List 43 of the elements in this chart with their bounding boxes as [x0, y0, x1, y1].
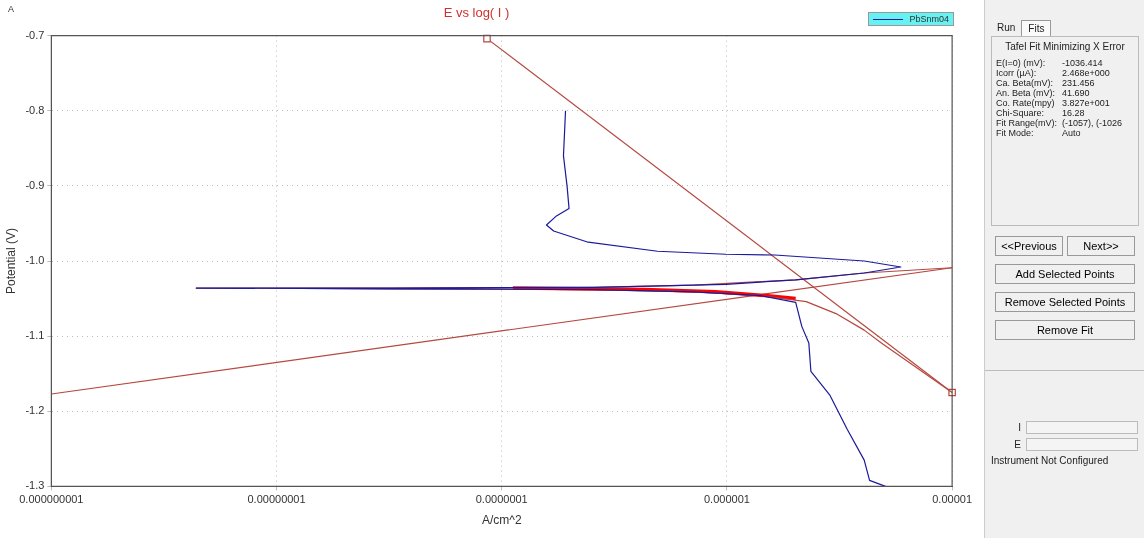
- text: A: [8, 4, 15, 14]
- text: Run: [996, 21, 1017, 35]
- y-tick-label: -0.7: [25, 28, 45, 41]
- text: 231.456: [1062, 78, 1095, 88]
- legend-label: PbSnm04: [909, 14, 949, 24]
- text: 41.690: [1062, 88, 1090, 98]
- text: Next>>: [1067, 236, 1135, 256]
- y-tick-label: -0.8: [25, 103, 45, 116]
- text: Remove Fit: [995, 320, 1135, 340]
- chart-title: E vs log( I ): [443, 5, 510, 21]
- text: Chi-Square:: [996, 108, 1046, 118]
- text: Add Selected Points: [995, 264, 1135, 284]
- text: E: [1013, 439, 1021, 450]
- text: Icorr (µA):: [996, 68, 1038, 78]
- y-tick-label: -0.9: [25, 178, 45, 191]
- text: Tafel Fit Minimizing X Error: [1004, 41, 1126, 52]
- text: An. Beta (mV):: [996, 88, 1057, 98]
- text: Auto: [1062, 128, 1081, 138]
- x-axis-title: A/cm^2: [481, 513, 522, 528]
- text: <<Previous: [995, 236, 1063, 256]
- text: Instrument Not Configured: [991, 455, 1110, 466]
- text: Remove Selected Points: [995, 292, 1135, 312]
- x-tick-label: 0.0000001: [475, 493, 528, 506]
- text: 3.827e+001: [1062, 98, 1110, 108]
- text: -1036.414: [1062, 58, 1103, 68]
- x-tick-label: 0.000001: [703, 493, 750, 506]
- y-axis-title: Potential (V): [3, 227, 18, 295]
- y-tick-label: -1.2: [25, 404, 45, 417]
- text: 2.468e+000: [1062, 68, 1110, 78]
- y-tick-label: -1.0: [25, 254, 45, 267]
- text: E(I=0) (mV):: [996, 58, 1047, 68]
- text: I: [1017, 422, 1021, 433]
- y-tick-label: -1.1: [25, 329, 45, 342]
- x-tick-label: 0.00001: [932, 493, 972, 506]
- text: (-1057), (-1026: [1062, 118, 1123, 128]
- y-tick-label: -1.3: [25, 479, 45, 492]
- x-tick-label: 0.000000001: [19, 493, 84, 506]
- text: Fit Range(mV):: [996, 118, 1058, 128]
- text: 16.28: [1062, 108, 1085, 118]
- text: Co. Rate(mpy): [996, 98, 1056, 108]
- x-tick-label: 0.00000001: [247, 493, 306, 506]
- text: Fit Mode:: [996, 128, 1035, 138]
- text: Ca. Beta(mV):: [996, 78, 1054, 88]
